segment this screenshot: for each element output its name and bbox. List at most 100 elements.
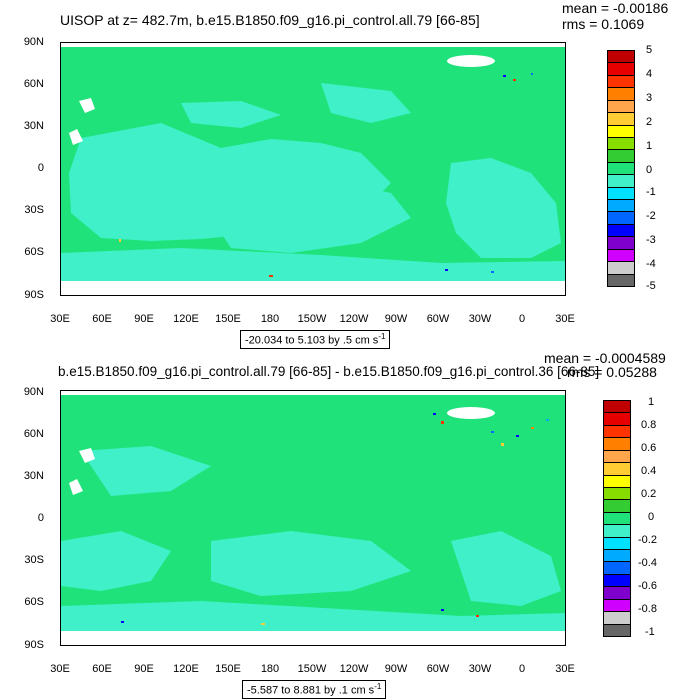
x-tick-label: 120E xyxy=(173,663,199,675)
x-tick-label: 30E xyxy=(555,313,575,325)
colorbar-segment xyxy=(607,174,635,188)
colorbar-label: 2 xyxy=(646,116,653,128)
x-tick-label: 30E xyxy=(50,663,70,675)
x-tick-label: 180 xyxy=(260,663,280,675)
panel-2-range-label: -5.587 to 8.881 by .1 cm s-1 xyxy=(242,680,387,699)
colorbar-segment xyxy=(603,511,631,526)
panel-2-colorbar xyxy=(603,400,631,637)
colorbar-segment xyxy=(603,499,631,513)
x-tick-label: 150E xyxy=(215,313,241,325)
panel-2-land-greenland xyxy=(447,407,495,419)
colorbar-segment xyxy=(607,124,635,138)
colorbar-segment xyxy=(603,412,631,426)
panel-1-map xyxy=(60,42,566,296)
x-tick-label: 180 xyxy=(260,313,280,325)
panel-1-rms: rms = 0.1069 xyxy=(562,16,645,32)
panel-2-cyan-region xyxy=(61,601,565,631)
x-tick-label: 120W xyxy=(339,663,369,675)
y-tick-label: 60S xyxy=(24,596,44,608)
x-tick-label: 90W xyxy=(384,663,408,675)
colorbar-label: -0.2 xyxy=(638,534,657,546)
colorbar-segment xyxy=(603,623,631,637)
y-tick-label: 0 xyxy=(37,512,44,524)
x-tick-label: 90E xyxy=(134,313,154,325)
y-tick-label: 60N xyxy=(23,78,44,90)
panel-2-land-arctic xyxy=(61,391,565,395)
colorbar-label: 0.4 xyxy=(641,465,657,477)
colorbar-segment xyxy=(603,611,631,625)
panel-1-cyan-region xyxy=(446,158,561,258)
colorbar-label: -0.4 xyxy=(638,557,657,569)
colorbar-segment xyxy=(607,62,635,76)
x-tick-label: 0 xyxy=(518,313,526,325)
panel-2-cyan-region xyxy=(61,531,171,591)
panel-1-cyan-region xyxy=(61,248,565,281)
colorbar-segment xyxy=(607,161,635,176)
colorbar-segment xyxy=(607,248,635,263)
panel-1-range-sup: -1 xyxy=(378,332,386,341)
x-tick-label: 30E xyxy=(555,663,575,675)
colorbar-label: -0.6 xyxy=(638,580,657,592)
x-tick-label: 30E xyxy=(50,313,70,325)
colorbar-label: -4 xyxy=(646,258,656,270)
x-tick-label: 60E xyxy=(92,663,112,675)
panel-2-map xyxy=(60,390,566,646)
colorbar-segment xyxy=(607,50,635,64)
panel-2-cyan-region xyxy=(211,531,411,596)
colorbar-segment xyxy=(603,586,631,600)
colorbar-segment xyxy=(607,136,635,151)
colorbar-label: 1 xyxy=(646,140,653,152)
colorbar-segment xyxy=(607,74,635,89)
panel-2-speckles xyxy=(121,413,549,625)
colorbar-label: 0.8 xyxy=(641,419,657,431)
colorbar-label: -3 xyxy=(646,234,656,246)
colorbar-segment xyxy=(607,149,635,163)
x-tick-label: 120W xyxy=(339,313,369,325)
panel-2-ocean-base xyxy=(61,391,565,645)
x-tick-label: 120E xyxy=(173,313,199,325)
colorbar-segment xyxy=(607,87,635,101)
colorbar-segment xyxy=(603,486,631,501)
colorbar-segment xyxy=(603,424,631,439)
panel-2-land-antarctica xyxy=(61,631,565,645)
colorbar-label: 0.6 xyxy=(641,442,657,454)
panel-2-cyan-region xyxy=(451,531,561,606)
panel-1-range-text: -20.034 to 5.103 by .5 cm s xyxy=(245,334,379,347)
y-tick-label: 60N xyxy=(23,428,44,440)
panel-2-title: b.e15.B1850.f09_g16.pi_control.all.79 [6… xyxy=(58,364,600,379)
y-tick-label: 60S xyxy=(24,246,44,258)
colorbar-segment xyxy=(603,573,631,588)
panel-1-cyan-region xyxy=(181,101,281,128)
x-tick-label: 30W xyxy=(468,663,492,675)
panel-2-mean: mean = -0.0004589 xyxy=(544,350,666,366)
x-tick-label: 0 xyxy=(518,663,526,675)
panel-1: UISOP at z= 482.7m, b.e15.B1850.f09_g16.… xyxy=(23,0,669,349)
colorbar-segment xyxy=(607,273,635,287)
colorbar-segment xyxy=(607,223,635,238)
colorbar-label: 0 xyxy=(648,511,655,523)
panel-1-range-label: -20.034 to 5.103 by .5 cm s-1 xyxy=(240,330,391,349)
panel-1-land-antarctica xyxy=(61,281,565,295)
colorbar-label: 3 xyxy=(646,92,653,104)
x-tick-label: 30W xyxy=(468,313,492,325)
panel-1-mean: mean = -0.00186 xyxy=(562,0,669,16)
x-tick-label: 150W xyxy=(297,313,327,325)
colorbar-label: -1 xyxy=(645,626,655,638)
colorbar-segment xyxy=(603,462,631,476)
colorbar-segment xyxy=(607,261,635,275)
panel-1-land-arctic xyxy=(61,43,565,47)
panel-2-map-svg xyxy=(61,391,565,645)
colorbar-segment xyxy=(603,449,631,464)
colorbar-segment xyxy=(607,186,635,201)
colorbar-segment xyxy=(607,199,635,213)
panel-2-rms: rms = 0.05288 xyxy=(567,364,657,380)
colorbar-segment xyxy=(607,112,635,126)
panel-1-land-greenland xyxy=(447,55,495,67)
colorbar-segment xyxy=(603,598,631,613)
y-tick-label: 30S xyxy=(24,554,44,566)
x-tick-label: 150E xyxy=(215,663,241,675)
x-tick-label: 60W xyxy=(426,663,450,675)
x-tick-label: 150W xyxy=(297,663,327,675)
x-tick-label: 60W xyxy=(426,313,450,325)
colorbar-label: -1 xyxy=(646,186,656,198)
